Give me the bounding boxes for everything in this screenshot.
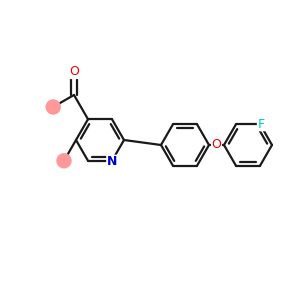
Text: O: O bbox=[69, 65, 79, 79]
Text: F: F bbox=[257, 118, 265, 131]
Circle shape bbox=[46, 100, 60, 114]
Text: N: N bbox=[107, 155, 117, 168]
Text: O: O bbox=[212, 139, 221, 152]
Circle shape bbox=[57, 154, 71, 168]
